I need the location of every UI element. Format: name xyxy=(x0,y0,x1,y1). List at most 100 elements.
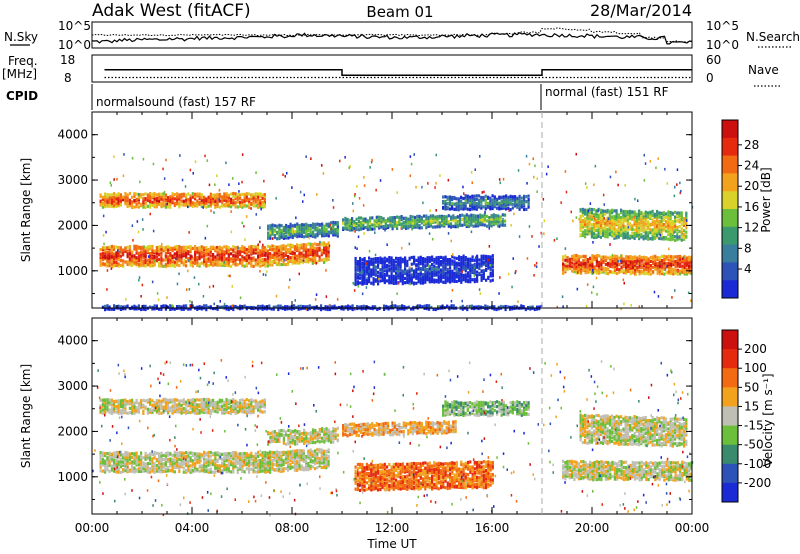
echo-cell xyxy=(683,272,686,276)
echo-cell xyxy=(619,259,622,263)
echo-cell xyxy=(101,205,104,209)
echo-cell xyxy=(660,211,663,215)
echo-cell xyxy=(500,199,503,204)
echo-cell xyxy=(656,264,659,268)
echo-cell xyxy=(187,454,190,458)
echo-cell xyxy=(672,267,675,271)
echo-cell xyxy=(504,213,507,217)
echo-cell xyxy=(444,207,447,211)
echo-cell xyxy=(674,265,677,269)
echo-cell xyxy=(363,259,366,263)
echo-cell xyxy=(108,459,111,463)
echo-cell xyxy=(254,262,257,266)
echo-cell xyxy=(149,262,152,266)
echo-cell xyxy=(171,196,174,200)
echo-cell xyxy=(607,256,610,260)
echo-cell xyxy=(359,268,362,272)
echo-cell xyxy=(314,242,317,246)
echo-cell xyxy=(261,196,264,200)
echo-cell xyxy=(431,237,434,241)
echo-cell xyxy=(638,217,641,221)
echo-cell xyxy=(289,251,292,255)
echo-cell xyxy=(642,229,645,233)
echo-cell xyxy=(158,245,161,249)
echo-cell xyxy=(426,256,429,260)
echo-cell xyxy=(144,205,147,209)
echo-cell xyxy=(391,220,394,224)
echo-cell xyxy=(681,267,684,271)
echo-cell xyxy=(679,269,682,273)
echo-cell xyxy=(471,255,474,259)
echo-cell xyxy=(432,214,435,218)
echo-cell xyxy=(683,233,686,237)
echo-cell xyxy=(131,254,134,258)
echo-cell xyxy=(146,193,149,197)
echo-cell xyxy=(142,456,145,460)
echo-cell xyxy=(307,223,310,228)
echo-cell xyxy=(347,304,350,308)
echo-cell xyxy=(575,271,578,275)
echo-cell xyxy=(214,199,217,203)
echo-cell xyxy=(332,233,335,237)
echo-cell xyxy=(286,307,289,311)
echo-cell xyxy=(455,205,458,209)
echo-cell xyxy=(615,233,618,238)
echo-cell xyxy=(214,454,217,459)
echo-cell xyxy=(353,282,355,286)
echo-cell xyxy=(248,453,251,457)
echo-cell xyxy=(592,268,594,272)
echo-cell xyxy=(275,251,278,255)
echo-cell xyxy=(185,304,188,308)
echo-cell xyxy=(209,254,212,258)
echo-cell xyxy=(593,208,596,212)
echo-cell xyxy=(357,285,360,288)
echo-cell xyxy=(478,203,481,207)
echo-cell xyxy=(216,259,219,263)
echo-cell xyxy=(225,199,228,203)
echo-cell xyxy=(685,262,687,266)
echo-cell xyxy=(642,234,645,238)
echo-cell xyxy=(348,224,351,228)
y-tick-label: 3000 xyxy=(57,173,88,187)
echo-cell xyxy=(467,259,470,263)
echo-cell xyxy=(660,215,663,219)
echo-cell xyxy=(187,269,189,273)
echo-cell xyxy=(514,204,517,208)
echo-cell xyxy=(243,264,246,268)
echo-cell xyxy=(374,231,376,234)
echo-cell xyxy=(288,286,290,289)
echo-cell xyxy=(418,224,421,228)
echo-cell xyxy=(176,197,179,201)
echo-cell xyxy=(387,305,390,309)
echo-cell xyxy=(391,216,394,220)
echo-cell xyxy=(241,255,244,259)
echo-cell xyxy=(642,220,645,224)
echo-cell xyxy=(500,206,503,211)
echo-cell xyxy=(126,468,129,472)
echo-cell xyxy=(323,241,326,245)
echo-cell xyxy=(392,274,395,278)
echo-cell xyxy=(104,459,107,463)
echo-cell xyxy=(284,305,287,309)
echo-cell xyxy=(232,203,235,207)
echo-cell xyxy=(257,205,260,209)
echo-cell xyxy=(499,276,501,279)
echo-cell xyxy=(437,274,440,279)
echo-cell xyxy=(128,452,131,456)
echo-cell xyxy=(359,271,362,275)
echo-cell xyxy=(227,452,230,456)
echo-cell xyxy=(618,263,621,267)
echo-cell xyxy=(624,225,627,229)
echo-cell xyxy=(467,271,470,275)
echo-cell xyxy=(189,168,192,172)
echo-cell xyxy=(378,223,381,227)
echo-cell xyxy=(522,305,525,309)
echo-cell xyxy=(473,197,476,201)
echo-cell xyxy=(497,305,500,309)
echo-cell xyxy=(374,253,377,257)
echo-cell xyxy=(674,262,677,266)
echo-cell xyxy=(602,266,605,270)
echo-cell xyxy=(307,253,310,257)
echo-cell xyxy=(117,251,120,255)
nsky-series-line xyxy=(91,32,693,45)
